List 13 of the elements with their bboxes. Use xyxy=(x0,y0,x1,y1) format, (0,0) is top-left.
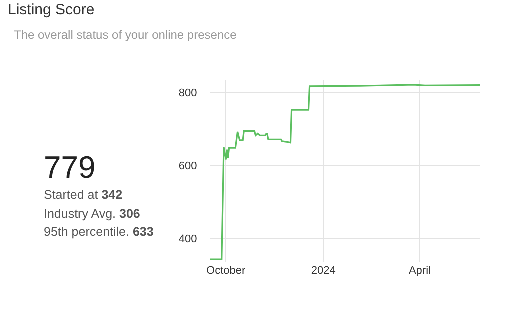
y-tick-label: 600 xyxy=(178,160,198,172)
text: Started at 342 xyxy=(44,188,123,202)
x-tick-label: April xyxy=(408,265,431,278)
y-tick-label: 400 xyxy=(178,233,198,246)
y-tick-label: 800 xyxy=(178,87,198,100)
line-series xyxy=(210,84,480,260)
x-tick-label: October xyxy=(206,265,246,278)
text: 95th percentile. 633 xyxy=(44,225,154,239)
x-tick-label: 2024 xyxy=(311,265,336,278)
text: Industry Avg. 306 xyxy=(44,207,140,221)
text: 779 xyxy=(44,150,96,185)
chart-subtitle: The overall status of your online presence xyxy=(14,28,238,42)
text: Listing Score xyxy=(8,2,95,18)
